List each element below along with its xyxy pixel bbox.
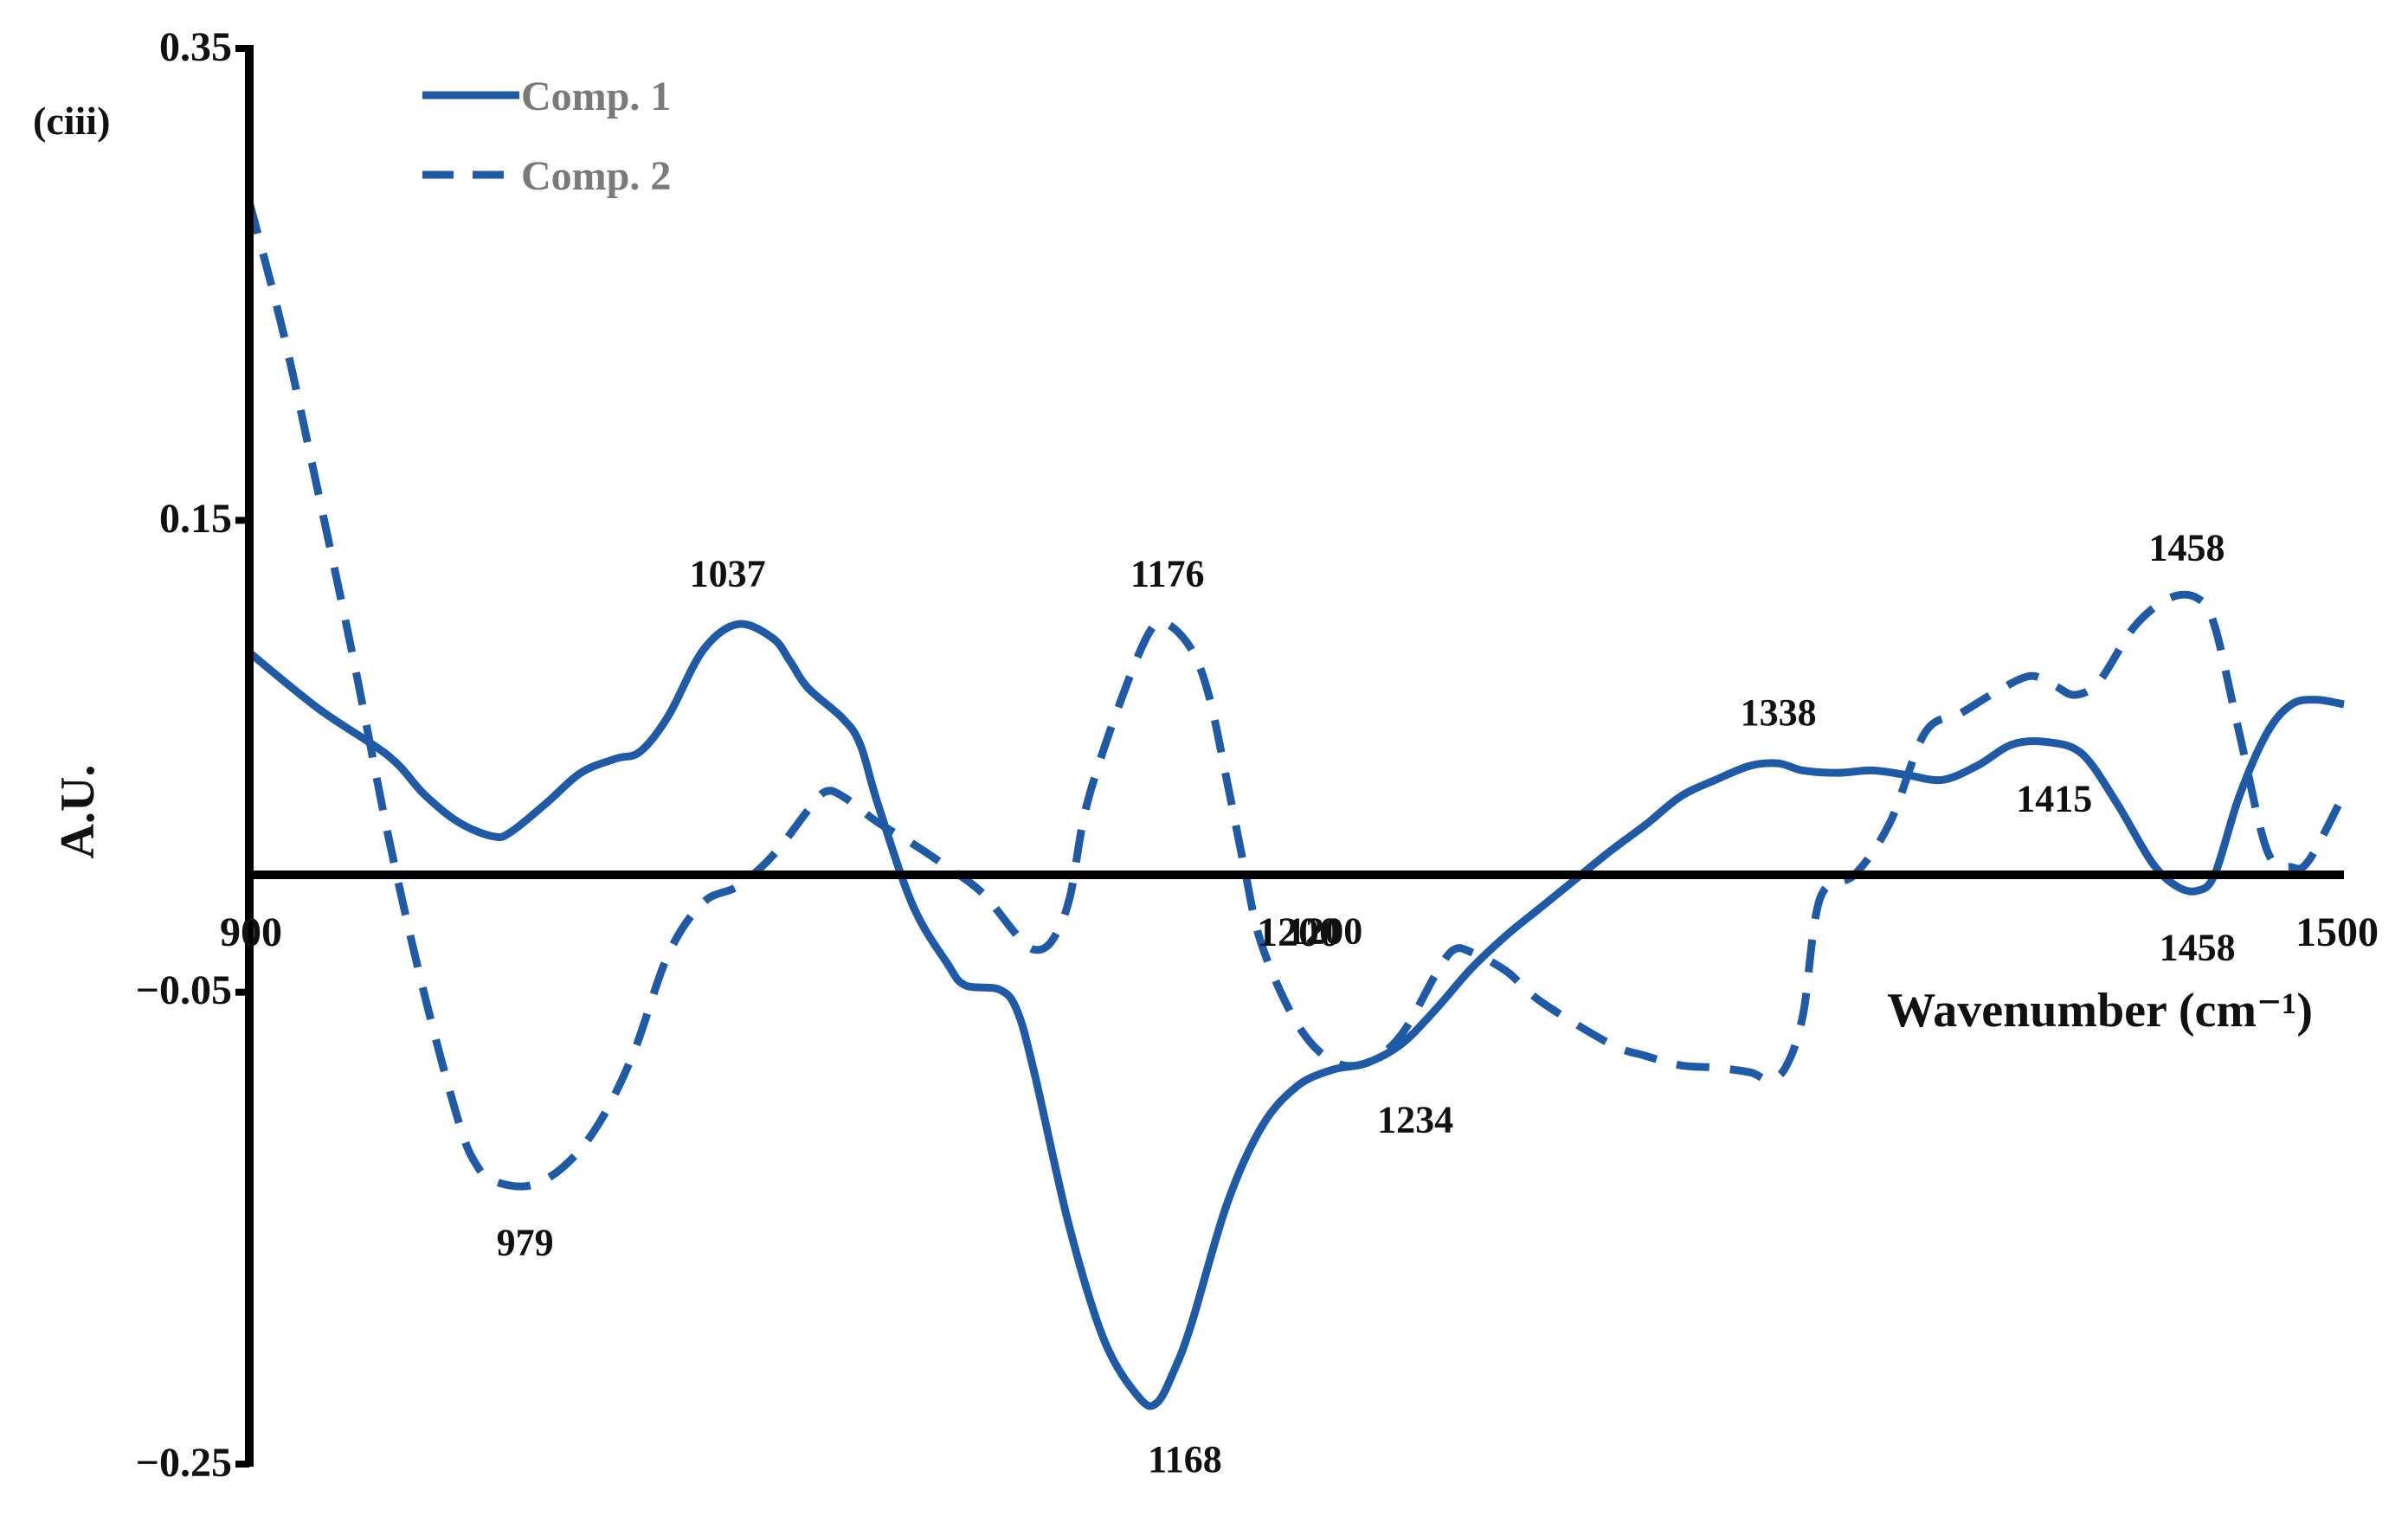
peak-annotation: 1338 bbox=[1741, 691, 1817, 734]
peak-annotation: 1168 bbox=[1148, 1438, 1222, 1481]
y-axis-title: A.U. bbox=[51, 765, 105, 859]
annotations: 1037 1176 1338 1415 1458 979 1168 1234 1200 1458 bbox=[497, 526, 2236, 1481]
y-tick-label: 0.15 bbox=[159, 496, 232, 542]
y-tick-label: 0.35 bbox=[159, 24, 232, 70]
peak-annotation: 1234 bbox=[1377, 1098, 1453, 1140]
y-tick-label: −0.25 bbox=[136, 1440, 232, 1486]
y-tick-label: −0.05 bbox=[136, 967, 232, 1013]
panel-label: (ciii) bbox=[33, 99, 110, 143]
peak-annotation: 1458 bbox=[2149, 526, 2225, 568]
peak-annotation: 1458 bbox=[2160, 926, 2236, 968]
plot-area bbox=[235, 45, 2347, 1468]
y-ticks bbox=[235, 45, 249, 1468]
peak-annotation: 1176 bbox=[1130, 552, 1205, 594]
legend: Comp. 1 Comp. 2 bbox=[422, 74, 671, 199]
peak-annotation: 1037 bbox=[690, 552, 766, 594]
peak-annotation: 979 bbox=[497, 1221, 554, 1263]
x-axis-title: Wavenumber (cm⁻¹) bbox=[1887, 984, 2313, 1037]
x-tick-label: 1200 bbox=[1257, 909, 1340, 955]
x-tick-label: 1500 bbox=[2295, 909, 2379, 955]
series-line-comp-2 bbox=[245, 201, 2347, 1191]
legend-label-comp-2: Comp. 2 bbox=[521, 153, 671, 199]
x-tick-label: 900 bbox=[220, 909, 282, 955]
series-line-comp-1 bbox=[247, 620, 2345, 1410]
legend-label-comp-1: Comp. 1 bbox=[521, 74, 671, 119]
series-layer bbox=[245, 201, 2347, 1410]
peak-annotation: 1415 bbox=[2016, 778, 2092, 820]
peak-annotation: 1200 bbox=[1286, 909, 1362, 952]
